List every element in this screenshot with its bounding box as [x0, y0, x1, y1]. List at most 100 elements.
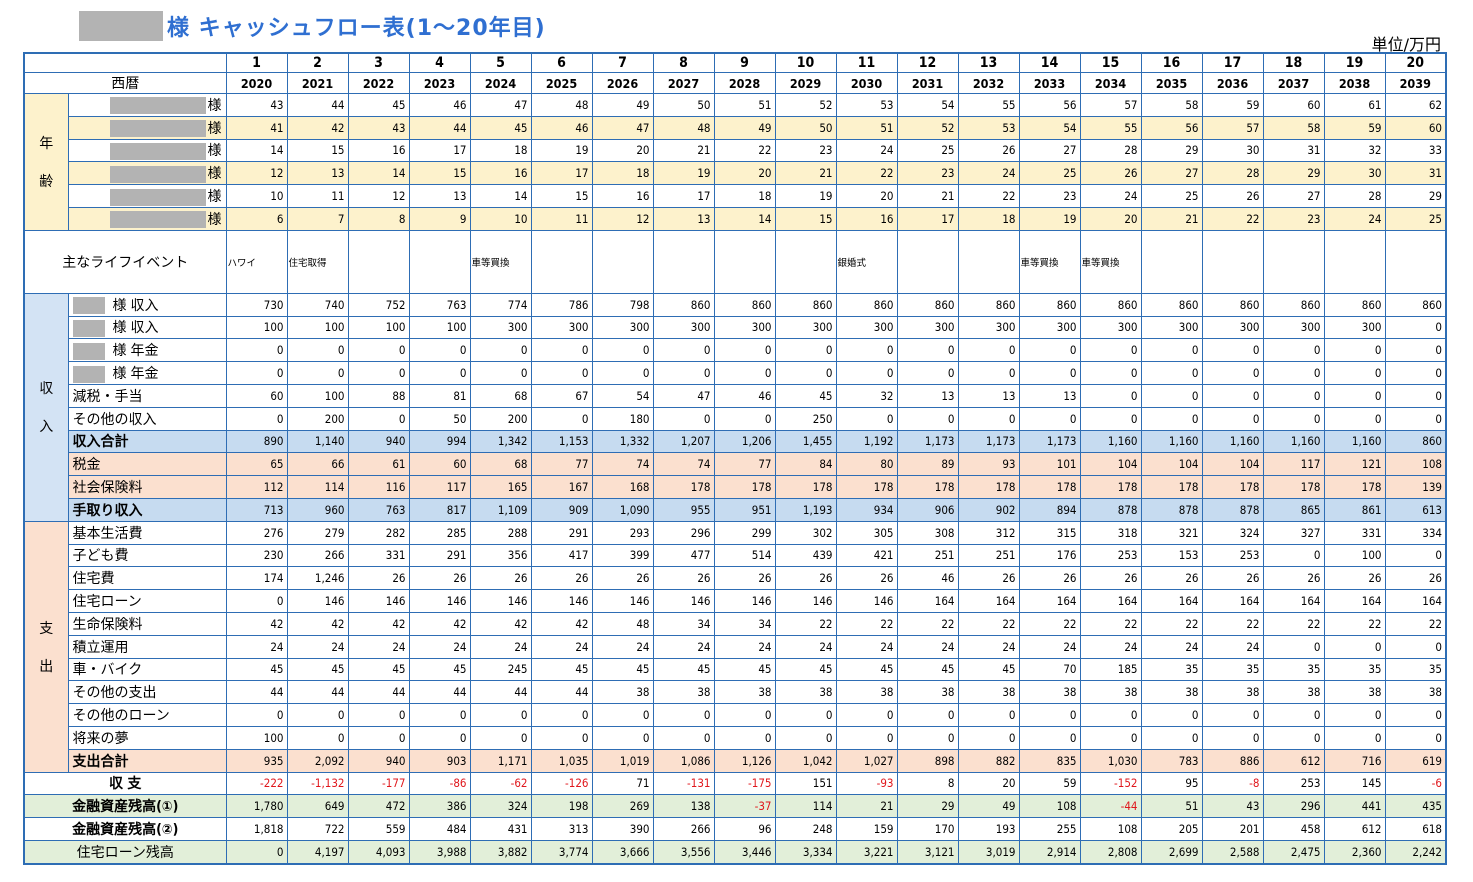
expense-row: 車・バイク 45 45 45 45 245 45 45 45 45 45 45 45 45 70 185 35 3…: [24, 657, 1447, 682]
income-value-cell: 178: [1018, 475, 1081, 499]
summary-value-cell: -93: [835, 771, 898, 796]
age-value-cell: 19: [774, 184, 837, 208]
person-name-cell: 様: [67, 206, 227, 231]
expense-value-cell: 35: [1140, 657, 1203, 682]
summary-value-cell: 3,446: [713, 839, 776, 865]
expense-value-cell: 45: [347, 657, 410, 682]
age-value-cell: 20: [713, 161, 776, 186]
income-row: 収入様 収入 730 740 752 763 774 786 798 860 860 860 860 8…: [23, 292, 1447, 522]
income-value-cell: 1,160: [1323, 429, 1386, 454]
income-value-cell: 250: [774, 406, 837, 431]
income-value-cell: 0: [835, 361, 898, 385]
expense-value-cell: 302: [774, 520, 837, 545]
expense-value-cell: 24: [591, 634, 654, 659]
age-row: 様 10 11 12 13 14 15 16 17 18 19 20 21 22 23 24 25 26 27 28 2…: [24, 184, 1447, 208]
expense-value-cell: 164: [1140, 589, 1203, 613]
expense-value-cell: 0: [408, 725, 471, 750]
expense-label: 生命保険料: [67, 611, 227, 636]
income-value-cell: 955: [652, 497, 715, 522]
income-label-text: 手取り収入: [72, 502, 143, 519]
income-value-cell: 0: [1323, 406, 1386, 431]
expense-value-cell: 276: [225, 520, 288, 545]
summary-value-cell: 2,914: [1018, 839, 1081, 865]
expense-value-cell: 164: [1384, 589, 1447, 613]
year-index-cell: 1: [225, 52, 288, 73]
income-value-cell: 104: [1201, 452, 1264, 477]
calendar-year-cell: 2036: [1201, 72, 1264, 94]
income-value-cell: 713: [225, 497, 288, 522]
expense-value-cell: 146: [286, 589, 349, 613]
expense-label: 将来の夢: [67, 725, 227, 750]
expense-value-cell: 940: [347, 748, 410, 773]
income-value-cell: 817: [408, 497, 471, 522]
age-value-cell: 54: [896, 93, 959, 117]
summary-value-cell: 205: [1140, 817, 1203, 841]
expense-category-char: 出: [39, 658, 54, 675]
income-value-cell: 860: [1323, 292, 1386, 317]
expense-value-cell: 0: [1384, 703, 1447, 727]
summary-value-cell: -1,132: [286, 771, 349, 796]
expense-row: 生命保険料 42 42 42 42 42 42 48 34 34 22 22 22 22 22 22 22 22 2…: [24, 611, 1447, 636]
expense-row: 支出基本生活費 276 279 282 285 288 291 293 296 299 302 305…: [23, 520, 1447, 773]
person-name-cell: 様: [67, 184, 227, 208]
age-value-cell: 11: [286, 184, 349, 208]
age-value-cell: 15: [774, 206, 837, 231]
age-value-cell: 10: [469, 206, 532, 231]
age-value-cell: 16: [347, 138, 410, 163]
summary-value-cell: 2,475: [1262, 839, 1325, 865]
expense-value-cell: 0: [774, 703, 837, 727]
age-value-cell: 30: [1323, 161, 1386, 186]
person-name-cell: 様: [67, 161, 227, 186]
expense-value-cell: 26: [530, 566, 593, 591]
income-value-cell: 117: [408, 475, 471, 499]
expense-value-cell: 0: [347, 725, 410, 750]
expense-value-cell: 285: [408, 520, 471, 545]
expense-value-cell: 22: [1018, 611, 1081, 636]
calendar-year-cell: 2037: [1262, 72, 1325, 94]
summary-value-cell: 559: [347, 817, 410, 841]
expense-value-cell: 174: [225, 566, 288, 591]
age-value-cell: 44: [408, 115, 471, 140]
age-value-cell: 18: [713, 184, 776, 208]
income-label-text: 様 年金: [112, 366, 159, 383]
expense-value-cell: 26: [835, 566, 898, 591]
expense-value-cell: 1,171: [469, 748, 532, 773]
age-value-cell: 14: [713, 206, 776, 231]
expense-value-cell: 42: [286, 611, 349, 636]
expense-value-cell: 0: [1201, 703, 1264, 727]
age-value-cell: 58: [1140, 93, 1203, 117]
expense-value-cell: 898: [896, 748, 959, 773]
age-value-cell: 21: [774, 161, 837, 186]
summary-value-cell: 201: [1201, 817, 1264, 841]
income-value-cell: 0: [1201, 406, 1264, 431]
calendar-year-cell: 2022: [347, 72, 410, 94]
expense-value-cell: 0: [1018, 703, 1081, 727]
income-value-cell: 860: [1018, 292, 1081, 317]
income-value-cell: 0: [1384, 383, 1447, 408]
income-value-cell: 114: [286, 475, 349, 499]
summary-value-cell: 3,121: [896, 839, 959, 865]
expense-value-cell: 146: [347, 589, 410, 613]
expense-value-cell: 0: [652, 725, 715, 750]
summary-value-cell: 2,242: [1384, 839, 1447, 865]
summary-value-cell: 49: [957, 794, 1020, 819]
age-value-cell: 41: [225, 115, 288, 140]
expense-row: 支出合計 935 2,092 940 903 1,171 1,035 1,019 1,086 1,…: [24, 748, 1447, 773]
expense-value-cell: 26: [1262, 566, 1325, 591]
expense-value-cell: 293: [591, 520, 654, 545]
age-value-cell: 26: [957, 138, 1020, 163]
income-value-cell: 45: [774, 383, 837, 408]
age-value-cell: 48: [530, 93, 593, 117]
expense-value-cell: 22: [957, 611, 1020, 636]
expense-value-cell: 70: [1018, 657, 1081, 682]
income-value-cell: 730: [225, 292, 288, 317]
age-value-cell: 22: [713, 138, 776, 163]
income-value-cell: 0: [1140, 383, 1203, 408]
expense-value-cell: 0: [408, 703, 471, 727]
summary-value-cell: -8: [1201, 771, 1264, 796]
expense-value-cell: 0: [1140, 703, 1203, 727]
calendar-year-cell: 2032: [957, 72, 1020, 94]
calendar-year-cell: 2024: [469, 72, 532, 94]
income-value-cell: 1,342: [469, 429, 532, 454]
expense-value-cell: 0: [713, 725, 776, 750]
